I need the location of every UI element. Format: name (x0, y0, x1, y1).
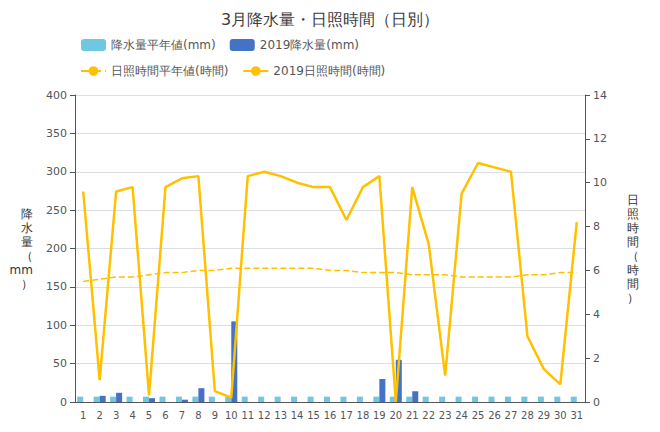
svg-text:20: 20 (389, 410, 402, 421)
svg-text:12: 12 (593, 132, 607, 145)
svg-text:0: 0 (60, 396, 67, 409)
svg-text:間: 間 (627, 277, 639, 291)
svg-text:降水量平年値(mm): 降水量平年値(mm) (111, 38, 216, 52)
svg-text:0: 0 (593, 396, 600, 409)
svg-text:水: 水 (21, 221, 33, 235)
svg-text:350: 350 (46, 127, 67, 140)
svg-text:日: 日 (627, 193, 639, 207)
svg-text:28: 28 (521, 410, 534, 421)
svg-text:5: 5 (146, 410, 152, 421)
svg-text:3月降水量・日照時間（日別）: 3月降水量・日照時間（日別） (221, 10, 439, 29)
svg-text:mm: mm (10, 263, 33, 277)
svg-text:14: 14 (593, 89, 607, 102)
svg-text:50: 50 (53, 357, 67, 370)
svg-text:日照時間平年値(時間): 日照時間平年値(時間) (111, 64, 228, 78)
svg-text:17: 17 (340, 410, 353, 421)
svg-text:21: 21 (406, 410, 419, 421)
svg-text:13: 13 (274, 410, 287, 421)
svg-text:3: 3 (113, 410, 119, 421)
svg-text:8: 8 (593, 220, 600, 233)
svg-text:22: 22 (422, 410, 435, 421)
svg-text:（: （ (21, 249, 33, 263)
svg-text:照: 照 (627, 207, 639, 221)
svg-text:時: 時 (627, 263, 639, 277)
svg-text:2019日照時間(時間): 2019日照時間(時間) (273, 64, 385, 78)
svg-text:）: ） (21, 277, 33, 291)
svg-text:100: 100 (46, 319, 67, 332)
svg-text:10: 10 (593, 176, 607, 189)
svg-text:6: 6 (162, 410, 168, 421)
svg-text:2019降水量(mm): 2019降水量(mm) (260, 38, 359, 52)
svg-text:9: 9 (212, 410, 218, 421)
svg-text:11: 11 (241, 410, 254, 421)
svg-text:16: 16 (324, 410, 337, 421)
svg-text:23: 23 (439, 410, 452, 421)
svg-text:6: 6 (593, 264, 600, 277)
svg-text:10: 10 (225, 410, 238, 421)
svg-text:降: 降 (21, 207, 33, 221)
svg-text:19: 19 (373, 410, 386, 421)
svg-text:24: 24 (455, 410, 468, 421)
svg-text:（: （ (627, 249, 639, 263)
svg-text:250: 250 (46, 204, 67, 217)
svg-text:2: 2 (593, 352, 600, 365)
svg-text:4: 4 (129, 410, 135, 421)
svg-text:18: 18 (357, 410, 370, 421)
svg-text:30: 30 (554, 410, 567, 421)
svg-text:）: ） (627, 291, 639, 305)
svg-text:26: 26 (488, 410, 501, 421)
svg-text:時: 時 (627, 221, 639, 235)
svg-text:25: 25 (472, 410, 485, 421)
svg-text:300: 300 (46, 165, 67, 178)
svg-text:150: 150 (46, 280, 67, 293)
svg-text:1: 1 (80, 410, 86, 421)
svg-text:8: 8 (195, 410, 201, 421)
svg-text:31: 31 (570, 410, 583, 421)
svg-text:間: 間 (627, 235, 639, 249)
svg-text:7: 7 (179, 410, 185, 421)
svg-text:27: 27 (505, 410, 518, 421)
svg-text:量: 量 (21, 235, 33, 249)
svg-text:14: 14 (291, 410, 304, 421)
svg-text:12: 12 (258, 410, 271, 421)
svg-text:29: 29 (538, 410, 551, 421)
svg-text:200: 200 (46, 242, 67, 255)
svg-text:15: 15 (307, 410, 320, 421)
svg-text:4: 4 (593, 308, 600, 321)
svg-text:2: 2 (96, 410, 102, 421)
svg-text:400: 400 (46, 89, 67, 102)
